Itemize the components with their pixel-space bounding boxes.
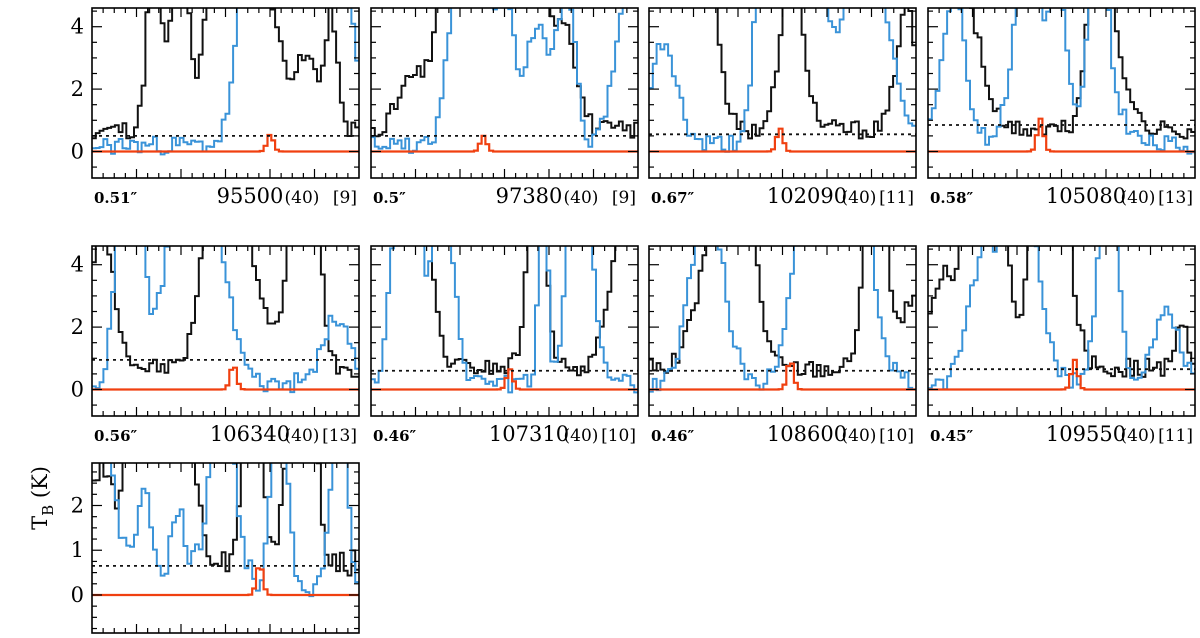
spectrum-panel: 0.45″ 109550(40) [11] [927, 245, 1196, 446]
plot-area [649, 8, 916, 153]
frequency-label: 95500 [217, 184, 284, 208]
species-model-line [649, 362, 916, 391]
spectrum-panel: 0.67″ 102090(40) [11] [648, 7, 917, 208]
width-label: (40) [1121, 188, 1156, 208]
beam-size-label: 0.67″ [651, 189, 695, 207]
width-label: (40) [285, 426, 320, 446]
model-total-line [928, 246, 1195, 391]
frequency-label: 107310 [489, 422, 569, 446]
species-model-line [649, 127, 916, 153]
plot-area [371, 8, 638, 154]
index-label: [13] [322, 426, 357, 446]
species-model-line [92, 567, 359, 597]
index-label: [9] [612, 188, 636, 208]
beam-size-label: 0.45″ [930, 427, 974, 445]
spectrum-panel: 0.46″ 108600(40) [10] [648, 245, 917, 446]
model-total-line [92, 8, 359, 156]
model-total-line [649, 246, 916, 393]
y-tick-label: 1 [71, 538, 84, 562]
frequency-label: 109550 [1046, 422, 1126, 446]
frequency-label: 97380 [496, 184, 563, 208]
model-total-line [92, 246, 359, 394]
plot-area [371, 246, 638, 394]
model-total-line [928, 8, 1195, 155]
species-model-line [928, 117, 1195, 153]
index-label: [13] [1158, 188, 1193, 208]
plot-area [928, 246, 1195, 391]
species-model-line [92, 366, 359, 391]
observed-spectrum-line [716, 8, 916, 140]
observed-spectrum-line [371, 8, 638, 139]
panel-frame [91, 462, 360, 634]
spectrum-panel: 0120.45″110560(40)[11] [71, 462, 360, 634]
observed-spectrum-line [649, 246, 916, 378]
spectrum-panel: 0.58″ 105080(40) [13] [927, 7, 1196, 208]
y-axis-label-unit: (K) [28, 466, 52, 505]
beam-size-label: 0.51″ [94, 189, 138, 207]
model-total-line [649, 8, 916, 153]
frequency-label: 105080 [1046, 184, 1126, 208]
plot-area [928, 8, 1195, 155]
y-tick-label: 0 [71, 139, 84, 163]
y-axis-label-main: T [28, 516, 52, 530]
spectrum-panel: 0 2 4 0.56″ 106340(40) [13] [71, 245, 360, 446]
y-tick-label: 2 [71, 315, 84, 339]
beam-size-label: 0.46″ [651, 427, 695, 445]
species-model-line [92, 133, 359, 153]
width-label: (40) [564, 426, 599, 446]
beam-size-label: 0.56″ [94, 427, 138, 445]
width-label: (40) [842, 426, 877, 446]
index-label: [10] [601, 426, 636, 446]
y-tick-label: 4 [71, 253, 84, 277]
index-label: [9] [333, 188, 357, 208]
observed-spectrum-line [92, 463, 359, 577]
plot-area [92, 463, 359, 598]
y-tick-label: 0 [71, 377, 84, 401]
model-total-line [371, 246, 638, 394]
observed-spectrum-line [92, 8, 359, 140]
width-label: (40) [285, 188, 320, 208]
y-tick-label: 0 [71, 583, 84, 607]
spectrum-panel: 0.46″ 107310(40) [10] [370, 245, 639, 446]
y-tick-label: 2 [71, 77, 84, 101]
width-label: (40) [842, 188, 877, 208]
observed-spectrum-line [969, 8, 1195, 140]
frequency-label: 108600 [767, 422, 847, 446]
species-model-line [371, 368, 638, 391]
width-label: (40) [1121, 426, 1156, 446]
observed-spectrum-line [92, 246, 359, 378]
spectrum-panel: 0 2 4 0.51″ 95500 (40) [9] [71, 7, 360, 208]
plot-area [92, 246, 359, 394]
species-model-line [371, 134, 638, 153]
observed-spectrum-line [928, 246, 1195, 378]
index-label: [11] [879, 188, 914, 208]
y-axis-label-sub: B [39, 505, 57, 516]
observed-spectrum-line [431, 246, 617, 377]
plot-area [649, 246, 916, 393]
beam-size-label: 0.5″ [373, 189, 406, 207]
species-model-line [928, 358, 1195, 391]
plot-area [92, 8, 359, 156]
beam-size-label: 0.58″ [930, 189, 974, 207]
model-total-line [371, 8, 624, 154]
spectrum-panel: 0.5″ 97380 (40) [9] [370, 7, 639, 208]
beam-size-label: 0.46″ [373, 427, 417, 445]
y-tick-label: 4 [71, 15, 84, 39]
y-axis-label: TB (K) [28, 466, 57, 530]
frequency-label: 102090 [767, 184, 847, 208]
index-label: [10] [879, 426, 914, 446]
width-label: (40) [564, 188, 599, 208]
model-total-line [110, 463, 359, 598]
index-label: [11] [1158, 426, 1193, 446]
y-tick-label: 2 [71, 494, 84, 518]
frequency-label: 106340 [210, 422, 290, 446]
